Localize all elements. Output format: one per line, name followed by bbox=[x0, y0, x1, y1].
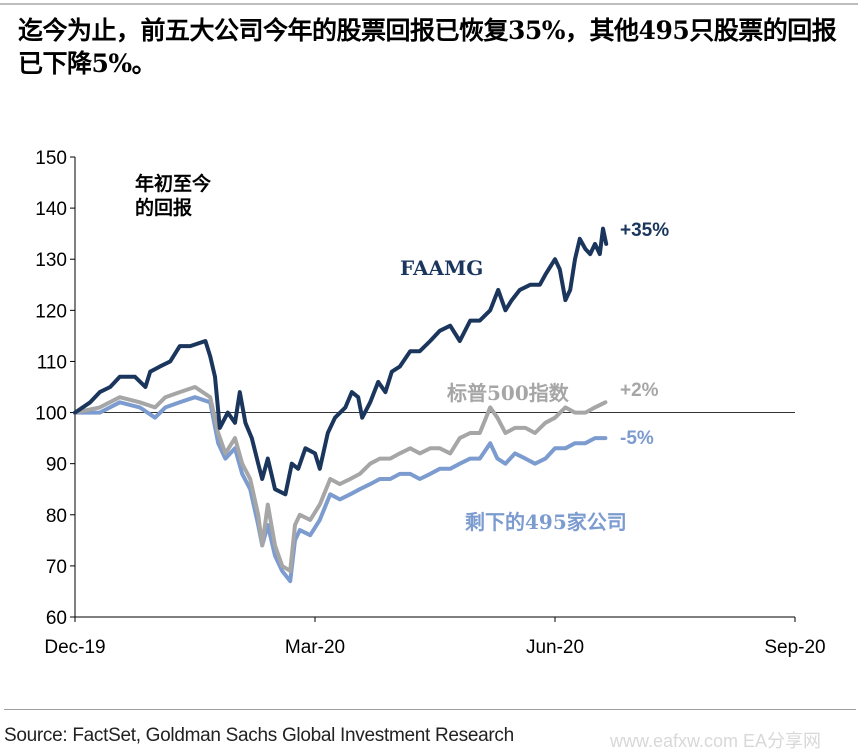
y-tick-label: 130 bbox=[35, 250, 67, 271]
bottom-divider bbox=[4, 709, 856, 710]
x-tick-label: Sep-20 bbox=[764, 637, 825, 658]
chart-title-line: 年初至今 bbox=[135, 172, 211, 195]
source-note: Source: FactSet, Goldman Sachs Global In… bbox=[4, 725, 514, 746]
series-name-label: 标普500指数 bbox=[447, 381, 570, 405]
y-tick-label: 110 bbox=[37, 352, 67, 373]
y-tick-label: 60 bbox=[46, 608, 67, 629]
line-chart: 60 70 80 90 100 110 120 130 140 150 Dec-19 Mar-20 Ju… bbox=[35, 148, 825, 658]
series-line-0 bbox=[73, 226, 609, 497]
series-name-label: 剩下的495家公司 bbox=[465, 510, 627, 534]
watermark: www.eafxw.com EA分享网 bbox=[610, 731, 822, 751]
x-tick-label: Mar-20 bbox=[285, 637, 345, 658]
chart-title-line: 的回报 bbox=[135, 196, 192, 219]
series-name-label: FAAMG bbox=[400, 256, 483, 280]
series-line-1 bbox=[73, 385, 608, 573]
y-tick-label: 150 bbox=[35, 148, 67, 169]
y-tick-label: 70 bbox=[46, 557, 67, 578]
top-divider bbox=[0, 3, 858, 5]
series-line-2 bbox=[73, 395, 608, 584]
chart-headline: 迄今为止，前五大公司今年的股票回报已恢复35%，其他495只股票的回报已下降5%… bbox=[18, 16, 837, 78]
series-end-label: -5% bbox=[620, 428, 654, 449]
y-tick-label: 90 bbox=[46, 455, 67, 476]
x-tick-label: Jun-20 bbox=[526, 637, 584, 658]
y-tick-label: 100 bbox=[35, 404, 67, 425]
x-tick-label: Dec-19 bbox=[44, 637, 105, 658]
y-tick-label: 140 bbox=[35, 199, 67, 220]
series-end-label: +2% bbox=[620, 380, 659, 401]
series-end-label: +35% bbox=[620, 220, 669, 241]
y-tick-label: 120 bbox=[35, 301, 67, 322]
y-tick-label: 80 bbox=[46, 506, 67, 527]
